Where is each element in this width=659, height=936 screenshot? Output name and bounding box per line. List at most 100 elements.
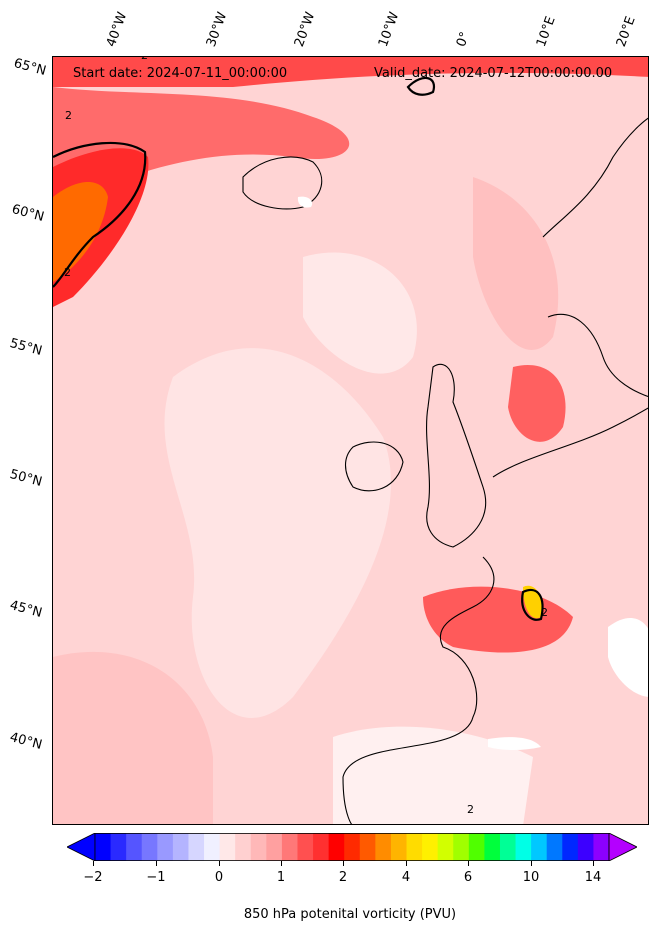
pv-field-high-band <box>53 57 648 87</box>
great-britain-coastline <box>426 363 487 548</box>
colorbar-segment <box>204 833 221 861</box>
colorbar-segment <box>110 833 127 861</box>
colorbar-segment <box>141 833 158 861</box>
colorbar-segment <box>406 833 423 861</box>
pv-2-contours <box>53 76 544 621</box>
colorbar-segment <box>344 833 361 861</box>
coastlines <box>242 117 648 824</box>
colorbar-tick-mark <box>93 861 94 866</box>
longitude-label: 10°E <box>533 14 559 50</box>
colorbar-segment <box>515 833 532 861</box>
longitude-label: 40°W <box>103 10 131 49</box>
contour-label: 2 <box>141 57 148 62</box>
longitude-label: 20°E <box>613 14 639 50</box>
colorbar-title: 850 hPa potenital vorticity (PVU) <box>243 907 457 922</box>
colorbar-segment <box>375 833 392 861</box>
latitude-label: 40°N <box>8 730 44 753</box>
contour-label: 2 <box>467 803 474 816</box>
colorbar-segment <box>235 833 252 861</box>
colorbar-tick-label: 6 <box>463 870 473 885</box>
longitude-label: 20°W <box>291 10 319 49</box>
map-panel: 2 2 2 2 2 <box>52 56 649 825</box>
colorbar-segment <box>95 833 112 861</box>
colorbar-segment <box>422 833 439 861</box>
colorbar-segment <box>453 833 470 861</box>
contour-label: 2 <box>65 109 72 122</box>
colorbar-tick-label: −2 <box>83 870 103 885</box>
latitude-label: 60°N <box>10 202 46 225</box>
colorbar-segment <box>562 833 579 861</box>
colorbar-tick-label: 1 <box>276 870 286 885</box>
colorbar-segment <box>266 833 283 861</box>
colorbar-tick-label: −1 <box>146 870 166 885</box>
colorbar-tick-label: 10 <box>522 870 540 885</box>
latitude-label: 45°N <box>8 598 44 621</box>
valid-date-label: Valid_date: 2024-07-12T00:00:00.00 <box>374 66 613 81</box>
contour-label: 2 <box>541 606 548 619</box>
colorbar-tick-label: 0 <box>214 870 224 885</box>
pv-field-high-region <box>508 365 566 442</box>
colorbar-tick-mark <box>468 861 469 866</box>
colorbar-segment <box>531 833 548 861</box>
scandinavia-coastline <box>542 117 648 397</box>
colorbar-over-arrow <box>608 833 637 861</box>
contour-line <box>406 76 436 96</box>
colorbar-tick-mark <box>343 861 344 866</box>
colorbar-segment <box>157 833 174 861</box>
map-svg <box>53 57 648 824</box>
pv-field-low-region <box>303 252 417 374</box>
colorbar-segment <box>546 833 563 861</box>
longitude-label: 30°W <box>203 10 231 49</box>
colorbar-segment <box>126 833 143 861</box>
colorbar-segment <box>328 833 345 861</box>
colorbar <box>67 833 637 861</box>
longitude-label: 0° <box>453 29 474 49</box>
colorbar-under-arrow <box>67 833 96 861</box>
colorbar-segment <box>219 833 236 861</box>
missing-data-patch <box>608 618 648 697</box>
contour-line <box>521 589 544 621</box>
colorbar-segment <box>172 833 189 861</box>
colorbar-segment <box>188 833 205 861</box>
latitude-label: 55°N <box>8 336 44 359</box>
colorbar-tick-mark <box>156 861 157 866</box>
pv-field-mid-region <box>53 651 213 824</box>
colorbar-tick-label: 2 <box>338 870 348 885</box>
pv-field-peak <box>53 182 108 282</box>
ireland-coastline <box>344 441 404 492</box>
start-date-label: Start date: 2024-07-11_00:00:00 <box>73 66 288 81</box>
longitude-label: 10°W <box>375 10 403 49</box>
colorbar-tick-mark <box>593 861 594 866</box>
colorbar-segment <box>437 833 454 861</box>
colorbar-tick-mark <box>406 861 407 866</box>
contour-line <box>53 141 147 288</box>
colorbar-segment <box>499 833 517 861</box>
pv-field-peak <box>523 585 542 619</box>
colorbar-segment <box>468 833 485 861</box>
iceland-coastline <box>242 156 323 210</box>
colorbar-tick-mark <box>531 861 532 866</box>
colorbar-segment <box>577 833 594 861</box>
colorbar-outline <box>94 833 610 861</box>
colorbar-segment <box>359 833 376 861</box>
colorbar-segment <box>390 833 408 861</box>
pv-field-low-region <box>333 726 533 824</box>
latitude-label: 50°N <box>8 467 44 490</box>
colorbar-segment <box>313 833 330 861</box>
colorbar-tick-label: 14 <box>584 870 602 885</box>
missing-data-patch <box>488 737 541 750</box>
pv-field-mid-region <box>473 177 559 350</box>
contour-label: 2 <box>64 266 71 279</box>
colorbar-tick-mark <box>219 861 220 866</box>
colorbar-tick-mark <box>281 861 282 866</box>
colorbar-segment <box>250 833 267 861</box>
pv-field-low-region <box>164 348 391 718</box>
colorbar-segment <box>484 833 501 861</box>
continental-coastline <box>342 407 648 824</box>
colorbar-segment <box>593 833 610 861</box>
colorbar-tick-label: 4 <box>401 870 411 885</box>
colorbar-segment <box>281 833 298 861</box>
missing-data-patch <box>297 196 313 208</box>
colorbar-segment <box>297 833 314 861</box>
latitude-label: 65°N <box>12 56 48 79</box>
